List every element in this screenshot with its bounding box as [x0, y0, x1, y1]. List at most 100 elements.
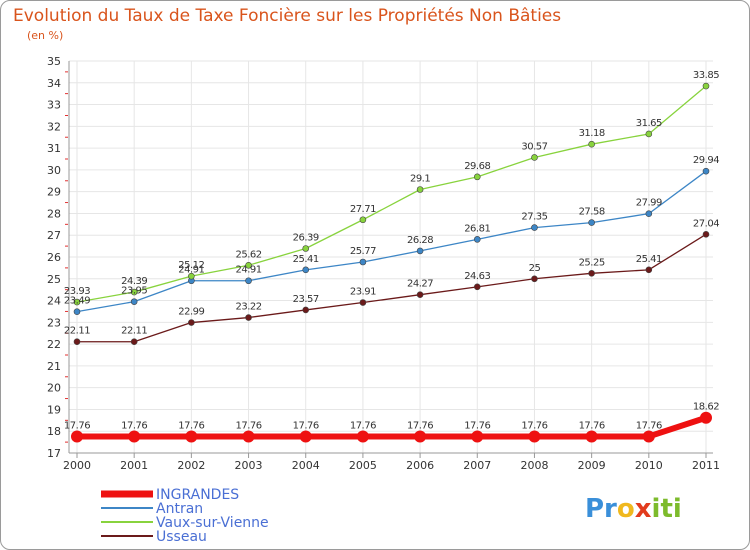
- data-point: [71, 430, 83, 443]
- y-tick-label: 18: [47, 425, 61, 438]
- logo-part-1: Pr: [585, 494, 617, 524]
- x-tick-label: 2004: [292, 459, 320, 472]
- data-label: 30.57: [521, 141, 547, 152]
- y-tick-label: 31: [47, 142, 61, 155]
- x-tick-label: 2009: [578, 459, 606, 472]
- chart-subtitle: (en %): [27, 29, 64, 42]
- logo-part-2: o: [617, 494, 635, 524]
- data-label: 23.49: [64, 296, 90, 307]
- data-label: 22.11: [121, 326, 147, 337]
- x-tick-label: 2006: [406, 459, 434, 472]
- data-point: [416, 186, 424, 193]
- y-tick-label: 20: [47, 382, 61, 395]
- data-point: [531, 224, 538, 231]
- proxiti-logo: Proxiti: [585, 494, 682, 524]
- data-label: 17.76: [178, 420, 204, 431]
- data-point: [588, 140, 595, 148]
- data-label: 17.76: [636, 420, 662, 431]
- series-layer: [71, 82, 712, 443]
- data-point: [702, 82, 710, 90]
- data-label: 25.62: [235, 249, 261, 260]
- logo-part-4: iti: [652, 494, 682, 524]
- data-label: 24.63: [464, 271, 490, 282]
- data-point: [356, 430, 369, 443]
- data-label: 23.93: [64, 286, 90, 297]
- data-label: 29.68: [464, 161, 490, 172]
- data-point: [188, 272, 195, 280]
- data-label: 24.91: [235, 265, 261, 276]
- y-tick-label: 25: [47, 273, 61, 286]
- data-point: [299, 430, 312, 443]
- data-point: [185, 430, 198, 443]
- data-label: 27.35: [521, 212, 547, 223]
- data-point: [416, 247, 424, 255]
- data-point: [416, 291, 424, 298]
- legend-label-0: INGRANDES: [156, 487, 239, 503]
- x-tick-label: 2001: [120, 459, 148, 472]
- data-label: 24.27: [407, 279, 433, 290]
- data-label: 26.81: [464, 223, 490, 234]
- x-tick-label: 2007: [463, 459, 491, 472]
- data-point: [473, 173, 481, 181]
- y-tick-label: 30: [47, 164, 61, 177]
- data-point: [585, 430, 598, 443]
- data-point: [302, 306, 310, 314]
- data-label: 17.76: [407, 420, 433, 431]
- y-tick-label: 26: [47, 251, 61, 264]
- data-point: [302, 245, 310, 252]
- data-point: [73, 298, 81, 306]
- data-label: 27.99: [636, 198, 662, 209]
- data-label: 29.1: [410, 173, 430, 184]
- y-tick-label: 23: [47, 316, 61, 329]
- data-point: [645, 210, 653, 217]
- data-point: [242, 430, 255, 443]
- y-tick-label: 29: [47, 186, 61, 199]
- svg-text:Proxiti: Proxiti: [585, 494, 682, 524]
- legend-label-2: Vaux-sur-Vienne: [156, 515, 269, 531]
- data-label: 26.28: [407, 235, 433, 246]
- data-label: 17.76: [350, 420, 376, 431]
- data-label: 23.91: [350, 287, 376, 298]
- data-label: 17.76: [64, 420, 90, 431]
- chart-title: Evolution du Taux de Taxe Foncière sur l…: [13, 6, 562, 26]
- x-tick-label: 2010: [635, 459, 663, 472]
- legend-label-1: Antran: [156, 501, 203, 517]
- y-tick-label: 24: [47, 295, 61, 308]
- y-tick-label: 34: [47, 77, 61, 90]
- data-label: 25.41: [293, 254, 319, 265]
- x-tick-label: 2008: [520, 459, 548, 472]
- logo-part-3: x: [635, 494, 652, 524]
- y-tick-label: 21: [47, 360, 61, 373]
- data-point: [130, 288, 138, 296]
- data-label: 33.85: [693, 70, 719, 81]
- y-tick-label: 28: [47, 207, 61, 220]
- data-point: [128, 430, 141, 443]
- series-line-1: [76, 170, 707, 313]
- data-point: [245, 277, 252, 285]
- data-labels: 17.76 17.76 17.76 17.76 17.76 17.76 17.76 17.76…: [64, 70, 720, 431]
- data-label: 17.76: [579, 420, 605, 431]
- data-label: 22.11: [64, 326, 90, 337]
- data-point: [73, 338, 81, 346]
- x-tick-label: 2003: [235, 459, 263, 472]
- data-point: [531, 275, 538, 283]
- data-label: 17.76: [464, 420, 490, 431]
- data-point: [473, 283, 481, 291]
- data-label: 25: [529, 263, 541, 274]
- data-point: [414, 430, 427, 443]
- data-point: [588, 219, 595, 226]
- y-tick-label: 22: [47, 338, 61, 351]
- data-label: 23.22: [235, 302, 261, 313]
- data-point: [73, 308, 81, 315]
- data-label: 25.12: [178, 260, 204, 271]
- data-label: 17.76: [235, 420, 261, 431]
- data-point: [245, 261, 252, 269]
- data-point: [588, 270, 595, 277]
- series-line-2: [76, 85, 707, 303]
- data-point: [702, 231, 710, 238]
- data-label: 24.91: [178, 265, 204, 276]
- data-label: 25.41: [636, 254, 662, 265]
